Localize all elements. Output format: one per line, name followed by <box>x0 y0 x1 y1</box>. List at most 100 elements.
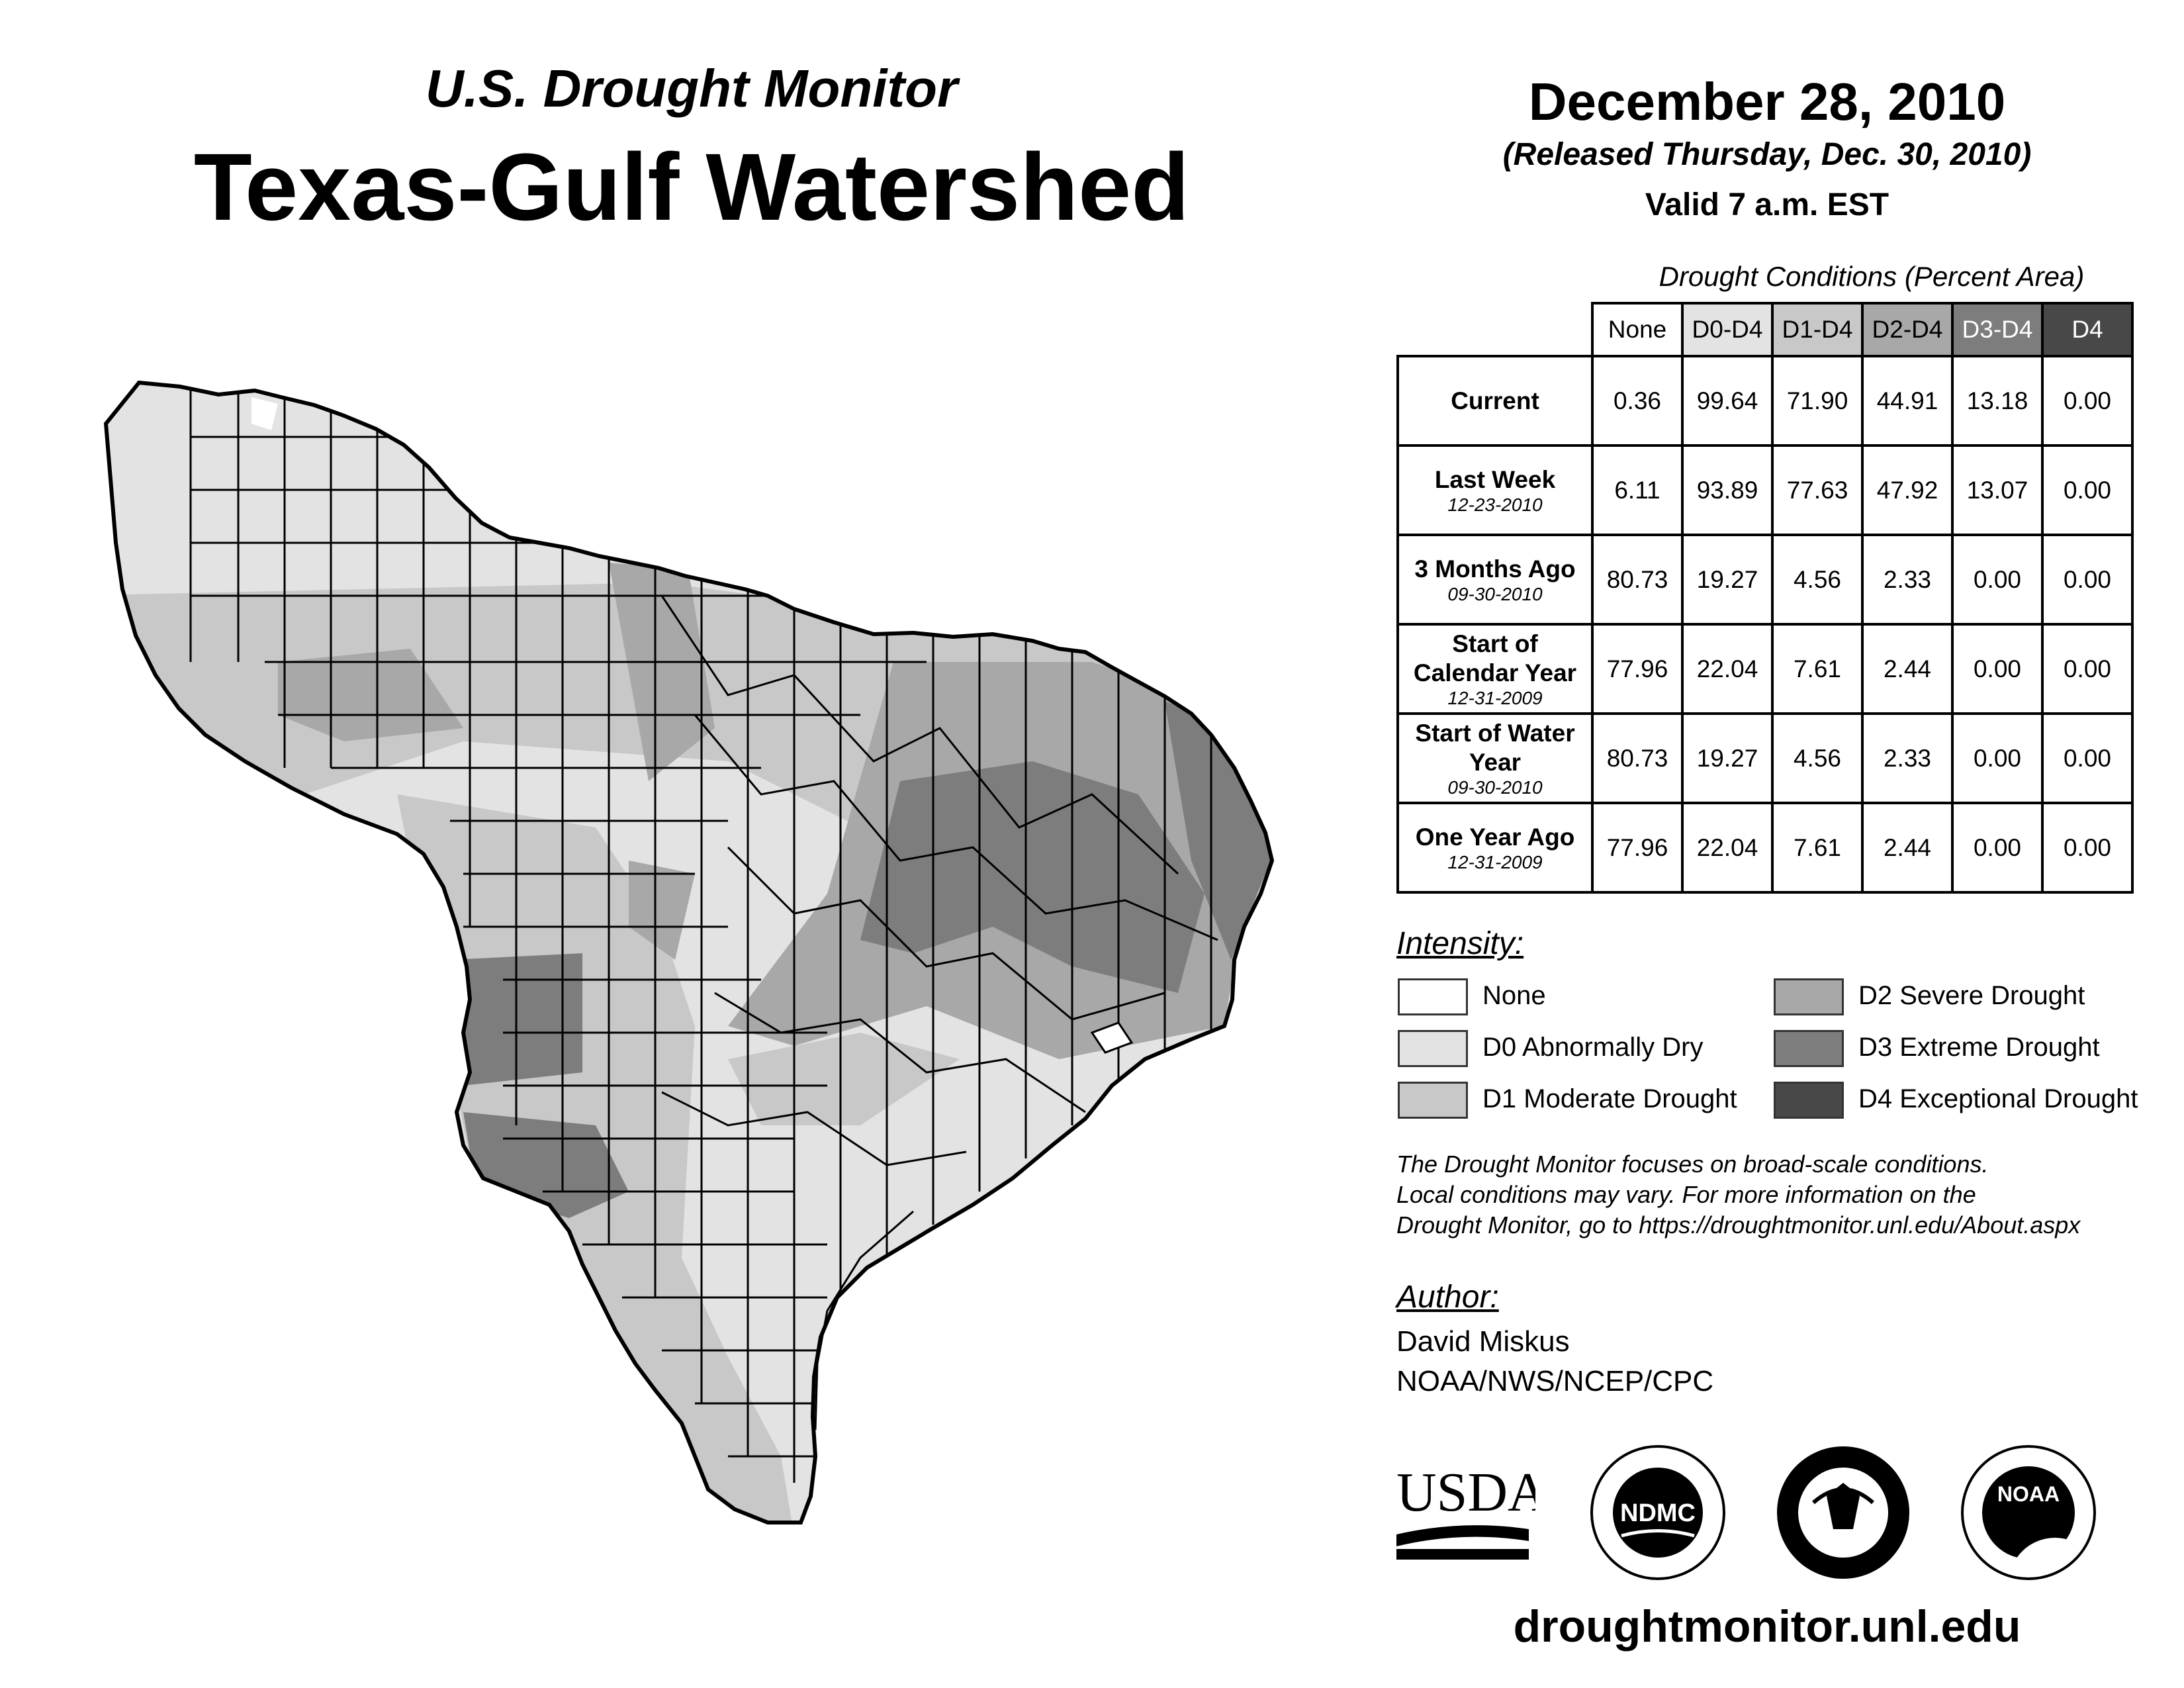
table-cell: 47.92 <box>1861 444 1954 536</box>
row-label-text: Start of Calendar Year <box>1413 630 1577 686</box>
row-sublabel: 12-31-2009 <box>1447 687 1543 708</box>
note-line: Local conditions may vary. For more info… <box>1396 1181 1976 1208</box>
table-cell: 19.27 <box>1681 712 1774 804</box>
row-label: Last Week 12-23-2010 <box>1396 444 1594 536</box>
table-cell: 0.00 <box>1951 802 2044 894</box>
col-d2-d4: D2-D4 <box>1861 302 1954 357</box>
table-cell: 44.91 <box>1861 355 1954 447</box>
table-cell: 0.00 <box>1951 623 2044 715</box>
legend-swatch-d1 <box>1398 1082 1468 1119</box>
legend-label-none: None <box>1482 981 1546 1010</box>
row-label: Start of Water Year 09-30-2010 <box>1396 712 1594 804</box>
noaa-logo: NOAA <box>1961 1445 2096 1580</box>
row-sublabel: 09-30-2010 <box>1447 776 1543 798</box>
legend-label-d4: D4 Exceptional Drought <box>1858 1084 2138 1113</box>
table-row-start-water-year: Start of Water Year 09-30-2010 80.73 19.2… <box>1396 712 2134 804</box>
table-row-last-week: Last Week 12-23-2010 6.11 93.89 77.63 47.… <box>1396 444 2134 536</box>
map-subtitle: U.S. Drought Monitor <box>425 59 958 118</box>
table-cell: 2.44 <box>1861 623 1954 715</box>
table-corner <box>1398 303 1594 357</box>
legend-swatch-d4 <box>1774 1082 1844 1119</box>
table-cell: 4.56 <box>1771 534 1864 626</box>
row-label-text: Start of Water Year <box>1415 719 1575 776</box>
note-line: The Drought Monitor focuses on broad-sca… <box>1396 1150 1989 1178</box>
row-label: Current <box>1396 355 1594 447</box>
legend-label-d0: D0 Abnormally Dry <box>1482 1033 1704 1062</box>
table-cell: 19.27 <box>1681 534 1774 626</box>
footer-url[interactable]: droughtmonitor.unl.edu <box>1513 1601 2021 1652</box>
table-cell: 80.73 <box>1591 534 1684 626</box>
legend-label-d3: D3 Extreme Drought <box>1858 1033 2100 1062</box>
row-label-text: 3 Months Ago <box>1414 555 1576 583</box>
col-d0-d4: D0-D4 <box>1681 302 1774 357</box>
legend-swatch-d3 <box>1774 1030 1844 1067</box>
table-row-current: Current 0.36 99.64 71.90 44.91 13.18 0.0… <box>1396 355 2134 447</box>
row-label-text: Current <box>1451 387 1539 414</box>
col-d3-d4: D3-D4 <box>1951 302 2044 357</box>
table-cell: 4.56 <box>1771 712 1864 804</box>
drought-map <box>0 0 1337 1688</box>
valid-time: Valid 7 a.m. EST <box>1645 187 1889 222</box>
table-cell: 80.73 <box>1591 712 1684 804</box>
table-cell: 93.89 <box>1681 444 1774 536</box>
legend-swatch-none <box>1398 978 1468 1015</box>
row-label-text: One Year Ago <box>1415 823 1575 851</box>
disclaimer-note: The Drought Monitor focuses on broad-sca… <box>1396 1149 2177 1241</box>
table-cell: 77.96 <box>1591 623 1684 715</box>
table-cell: 7.61 <box>1771 802 1864 894</box>
table-cell: 6.11 <box>1591 444 1684 536</box>
table-cell: 77.96 <box>1591 802 1684 894</box>
noaa-logo-text: NOAA <box>1997 1482 2060 1506</box>
release-date: (Released Thursday, Dec. 30, 2010) <box>1502 137 2032 172</box>
author-name: David Miskus <box>1396 1325 1570 1358</box>
usda-logo-text: USDA <box>1396 1462 1535 1523</box>
row-label: One Year Ago 12-31-2009 <box>1396 802 1594 894</box>
legend-label-d2: D2 Severe Drought <box>1858 981 2085 1010</box>
table-cell: 13.18 <box>1951 355 2044 447</box>
table-cell: 0.00 <box>2041 802 2134 894</box>
ndmc-logo: NDMC <box>1590 1445 1725 1580</box>
table-cell: 2.33 <box>1861 534 1954 626</box>
legend-title: Intensity: <box>1396 926 1524 961</box>
row-sublabel: 12-31-2009 <box>1447 851 1543 872</box>
map-date: December 28, 2010 <box>1528 72 2006 131</box>
row-label: Start of Calendar Year 12-31-2009 <box>1396 623 1594 715</box>
legend-swatch-d2 <box>1774 978 1844 1015</box>
drought-conditions-table: None D0-D4 D1-D4 D2-D4 D3-D4 D4 Current … <box>1396 302 2134 894</box>
table-cell: 22.04 <box>1681 623 1774 715</box>
map-title: Texas-Gulf Watershed <box>193 134 1190 240</box>
ndmc-logo-text: NDMC <box>1620 1499 1696 1527</box>
row-label: 3 Months Ago 09-30-2010 <box>1396 534 1594 626</box>
table-cell: 2.33 <box>1861 712 1954 804</box>
table-cell: 0.36 <box>1591 355 1684 447</box>
col-none: None <box>1591 302 1684 357</box>
table-cell: 0.00 <box>1951 712 2044 804</box>
legend-swatch-d0 <box>1398 1030 1468 1067</box>
table-cell: 13.07 <box>1951 444 2044 536</box>
commerce-seal <box>1777 1446 1909 1579</box>
table-title: Drought Conditions (Percent Area) <box>1659 261 2085 292</box>
table-cell: 71.90 <box>1771 355 1864 447</box>
row-sublabel: 12-23-2010 <box>1447 494 1543 515</box>
table-row-one-year-ago: One Year Ago 12-31-2009 77.96 22.04 7.61 … <box>1396 802 2134 894</box>
col-d1-d4: D1-D4 <box>1771 302 1864 357</box>
author-title: Author: <box>1396 1280 1499 1315</box>
table-cell: 22.04 <box>1681 802 1774 894</box>
table-row-3-months-ago: 3 Months Ago 09-30-2010 80.73 19.27 4.56 … <box>1396 534 2134 626</box>
table-cell: 77.63 <box>1771 444 1864 536</box>
table-cell: 0.00 <box>1951 534 2044 626</box>
legend-label-d1: D1 Moderate Drought <box>1482 1084 1737 1113</box>
table-cell: 0.00 <box>2041 712 2134 804</box>
table-cell: 0.00 <box>2041 534 2134 626</box>
note-line: Drought Monitor, go to https://droughtmo… <box>1396 1211 2081 1239</box>
col-d4: D4 <box>2041 302 2134 357</box>
row-sublabel: 09-30-2010 <box>1447 583 1543 604</box>
table-cell: 0.00 <box>2041 355 2134 447</box>
row-label-text: Last Week <box>1434 465 1556 493</box>
author-org: NOAA/NWS/NCEP/CPC <box>1396 1365 1714 1397</box>
table-cell: 0.00 <box>2041 444 2134 536</box>
table-cell: 2.44 <box>1861 802 1954 894</box>
table-cell: 0.00 <box>2041 623 2134 715</box>
table-cell: 99.64 <box>1681 355 1774 447</box>
table-row-start-calendar-year: Start of Calendar Year 12-31-2009 77.96 2… <box>1396 623 2134 715</box>
